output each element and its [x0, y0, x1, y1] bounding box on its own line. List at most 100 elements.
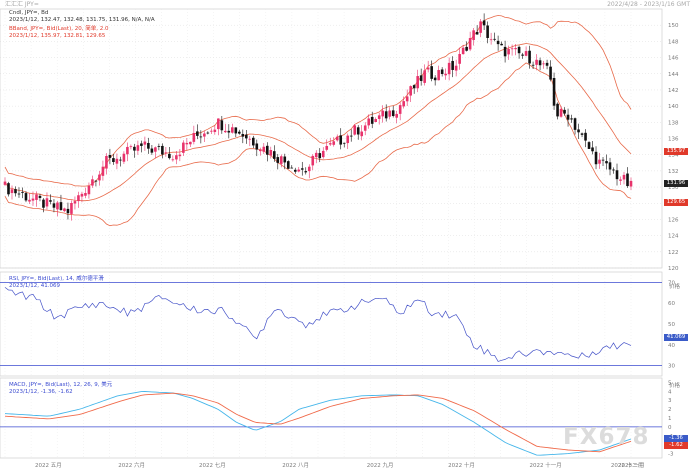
- candle-body: [7, 183, 10, 195]
- candle-body: [227, 130, 231, 133]
- candle-body: [154, 147, 157, 152]
- candle-body: [493, 38, 496, 40]
- candle-body: [63, 208, 66, 212]
- watermark-logo: FX678: [563, 424, 650, 450]
- candle-body: [248, 138, 252, 140]
- price-tick-label: 126: [668, 217, 679, 223]
- candle-body: [255, 143, 259, 150]
- candle-body: [612, 169, 615, 171]
- candle-body: [272, 151, 276, 159]
- macd-signal-line: [4, 392, 632, 453]
- candle-body: [189, 141, 192, 145]
- candle-body: [412, 85, 416, 89]
- price-tick-label: 124: [668, 234, 679, 240]
- candle-body: [196, 131, 199, 136]
- price-tick-label: 132: [668, 169, 679, 175]
- rsi-value-badge: 41.069: [664, 334, 688, 341]
- candle-body: [353, 125, 357, 135]
- candle-body: [133, 146, 136, 151]
- rsi-line: [4, 287, 632, 362]
- candle-body: [108, 155, 112, 158]
- candle-body: [105, 155, 108, 169]
- macd-tick-label: 5: [668, 380, 672, 386]
- candle-body: [531, 64, 535, 66]
- candle-body: [231, 127, 234, 133]
- macd-tick-label: 0: [668, 425, 672, 431]
- candle-body: [175, 155, 178, 160]
- candle-body: [45, 198, 49, 207]
- candle-body: [321, 150, 325, 158]
- candle-body: [360, 131, 364, 137]
- candle-body: [21, 192, 24, 193]
- candle-body: [217, 118, 220, 130]
- candle-body: [503, 46, 507, 57]
- candle-body: [164, 152, 168, 154]
- candle-body: [573, 118, 577, 130]
- candle-body: [339, 135, 343, 145]
- price-tick-label: 146: [668, 56, 679, 62]
- x-tick-label: 2022 十一月: [529, 463, 562, 469]
- candle-body: [31, 198, 35, 201]
- candle-body: [545, 62, 549, 66]
- rsi-tick-label: 70: [668, 280, 675, 286]
- candle-body: [349, 135, 353, 137]
- candle-body: [465, 46, 468, 51]
- candle-body: [615, 170, 619, 180]
- candle-body: [472, 30, 475, 41]
- candle-body: [199, 136, 203, 138]
- candle-body: [49, 200, 52, 202]
- candle-body: [451, 60, 454, 70]
- candle-body: [608, 162, 612, 170]
- candle-body: [405, 96, 409, 102]
- price-tick-label: 120: [668, 266, 679, 272]
- candle-body: [210, 130, 213, 132]
- candle-body: [461, 47, 465, 55]
- price-tick-label: 122: [668, 250, 679, 256]
- macd-tick-label: 4: [668, 389, 672, 395]
- candle-body: [542, 63, 545, 65]
- price-tick-label: 148: [668, 39, 679, 45]
- instrument-title: 汇汇汇 JPY=: [5, 1, 39, 8]
- candle-body: [241, 133, 245, 137]
- candle-body: [224, 130, 227, 133]
- candle-body: [598, 159, 601, 164]
- rsi-tick-label: 30: [668, 364, 675, 370]
- candle-body: [391, 110, 395, 116]
- candle-body: [318, 153, 322, 159]
- price-tick-label: 138: [668, 120, 679, 126]
- candle-body: [342, 142, 346, 144]
- candle-body: [381, 110, 384, 117]
- macd-tick-label: -3: [668, 452, 674, 458]
- x-tick-label: 2022 七月: [199, 463, 226, 469]
- candle-body: [440, 69, 444, 75]
- candle-body: [374, 119, 378, 123]
- candle-body: [570, 118, 573, 120]
- candle-body: [584, 132, 587, 141]
- candle-body: [370, 116, 374, 124]
- candle-body: [35, 194, 38, 200]
- candle-body: [489, 39, 493, 41]
- candle-body: [143, 141, 147, 145]
- candle-body: [17, 193, 21, 195]
- candle-body: [3, 181, 7, 185]
- candle-body: [538, 60, 542, 66]
- candle-body: [269, 149, 273, 156]
- price-tick-label: 150: [668, 23, 679, 29]
- price-tick-label: 136: [668, 137, 679, 143]
- rsi-tick-label: 60: [668, 301, 675, 307]
- candle-body: [587, 142, 591, 149]
- candle-body: [363, 125, 367, 131]
- macd-pane-frame: [0, 377, 663, 459]
- candle-body: [577, 129, 580, 133]
- candle-body: [556, 103, 559, 117]
- candle-body: [447, 62, 451, 75]
- candle-body: [101, 166, 105, 176]
- candle-body: [213, 129, 217, 132]
- candle-body: [605, 161, 608, 164]
- candle-body: [129, 146, 133, 148]
- candle-body: [454, 65, 458, 71]
- date-range: 2022/4/28 - 2023/1/16 GMT: [607, 1, 690, 8]
- candle-body: [122, 153, 126, 162]
- candle-body: [168, 153, 171, 159]
